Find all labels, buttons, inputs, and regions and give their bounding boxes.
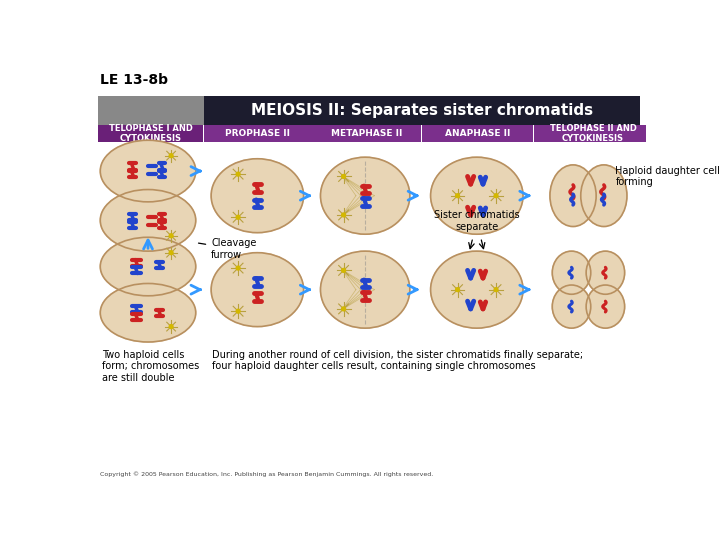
Text: PROPHASE II: PROPHASE II bbox=[225, 129, 290, 138]
Circle shape bbox=[169, 234, 173, 238]
Circle shape bbox=[169, 325, 173, 328]
Text: During another round of cell division, the sister chromatids finally separate;
f: During another round of cell division, t… bbox=[212, 350, 583, 372]
Ellipse shape bbox=[320, 157, 410, 234]
Text: Cleavage
furrow: Cleavage furrow bbox=[199, 238, 256, 260]
Bar bbox=[98, 96, 204, 125]
Circle shape bbox=[236, 309, 240, 313]
Bar bbox=[204, 125, 310, 142]
Bar bbox=[422, 125, 533, 142]
Ellipse shape bbox=[586, 251, 625, 294]
Ellipse shape bbox=[211, 253, 304, 327]
Circle shape bbox=[494, 194, 498, 198]
Ellipse shape bbox=[211, 159, 304, 233]
Text: Haploid daughter cells
forming: Haploid daughter cells forming bbox=[616, 166, 720, 187]
Ellipse shape bbox=[100, 284, 196, 342]
Circle shape bbox=[342, 213, 346, 217]
Bar bbox=[98, 125, 204, 142]
Ellipse shape bbox=[431, 157, 523, 234]
Ellipse shape bbox=[581, 165, 627, 226]
Circle shape bbox=[456, 288, 459, 292]
Text: ANAPHASE II: ANAPHASE II bbox=[445, 129, 510, 138]
Circle shape bbox=[236, 215, 240, 219]
Ellipse shape bbox=[552, 285, 590, 328]
Bar bbox=[310, 125, 421, 142]
Ellipse shape bbox=[320, 251, 410, 328]
Text: MEIOSIS II: Separates sister chromatids: MEIOSIS II: Separates sister chromatids bbox=[251, 103, 593, 118]
Circle shape bbox=[494, 288, 498, 292]
Circle shape bbox=[236, 172, 240, 176]
Bar bbox=[204, 96, 640, 125]
Circle shape bbox=[342, 307, 346, 311]
Ellipse shape bbox=[552, 251, 590, 294]
Text: TELOPHASE I AND
CYTOKINESIS: TELOPHASE I AND CYTOKINESIS bbox=[109, 124, 193, 143]
Ellipse shape bbox=[100, 190, 196, 251]
Ellipse shape bbox=[100, 237, 196, 296]
Text: TELOPHASE II AND
CYTOKINESIS: TELOPHASE II AND CYTOKINESIS bbox=[549, 124, 636, 143]
Circle shape bbox=[342, 268, 346, 272]
Circle shape bbox=[236, 266, 240, 270]
Text: Copyright © 2005 Pearson Education, Inc. Publishing as Pearson Benjamin Cummings: Copyright © 2005 Pearson Education, Inc.… bbox=[99, 471, 433, 477]
Text: Sister chromatids
separate: Sister chromatids separate bbox=[434, 210, 520, 232]
Ellipse shape bbox=[431, 251, 523, 328]
Text: Two haploid cells
form; chromosomes
are still double: Two haploid cells form; chromosomes are … bbox=[102, 350, 199, 383]
Circle shape bbox=[169, 154, 173, 158]
Ellipse shape bbox=[100, 140, 196, 202]
Bar bbox=[534, 125, 652, 142]
Text: METAPHASE II: METAPHASE II bbox=[330, 129, 402, 138]
Ellipse shape bbox=[550, 165, 596, 226]
Circle shape bbox=[456, 194, 459, 198]
Ellipse shape bbox=[586, 285, 625, 328]
Text: LE 13-8b: LE 13-8b bbox=[99, 72, 168, 86]
Circle shape bbox=[342, 174, 346, 178]
Circle shape bbox=[169, 251, 173, 254]
